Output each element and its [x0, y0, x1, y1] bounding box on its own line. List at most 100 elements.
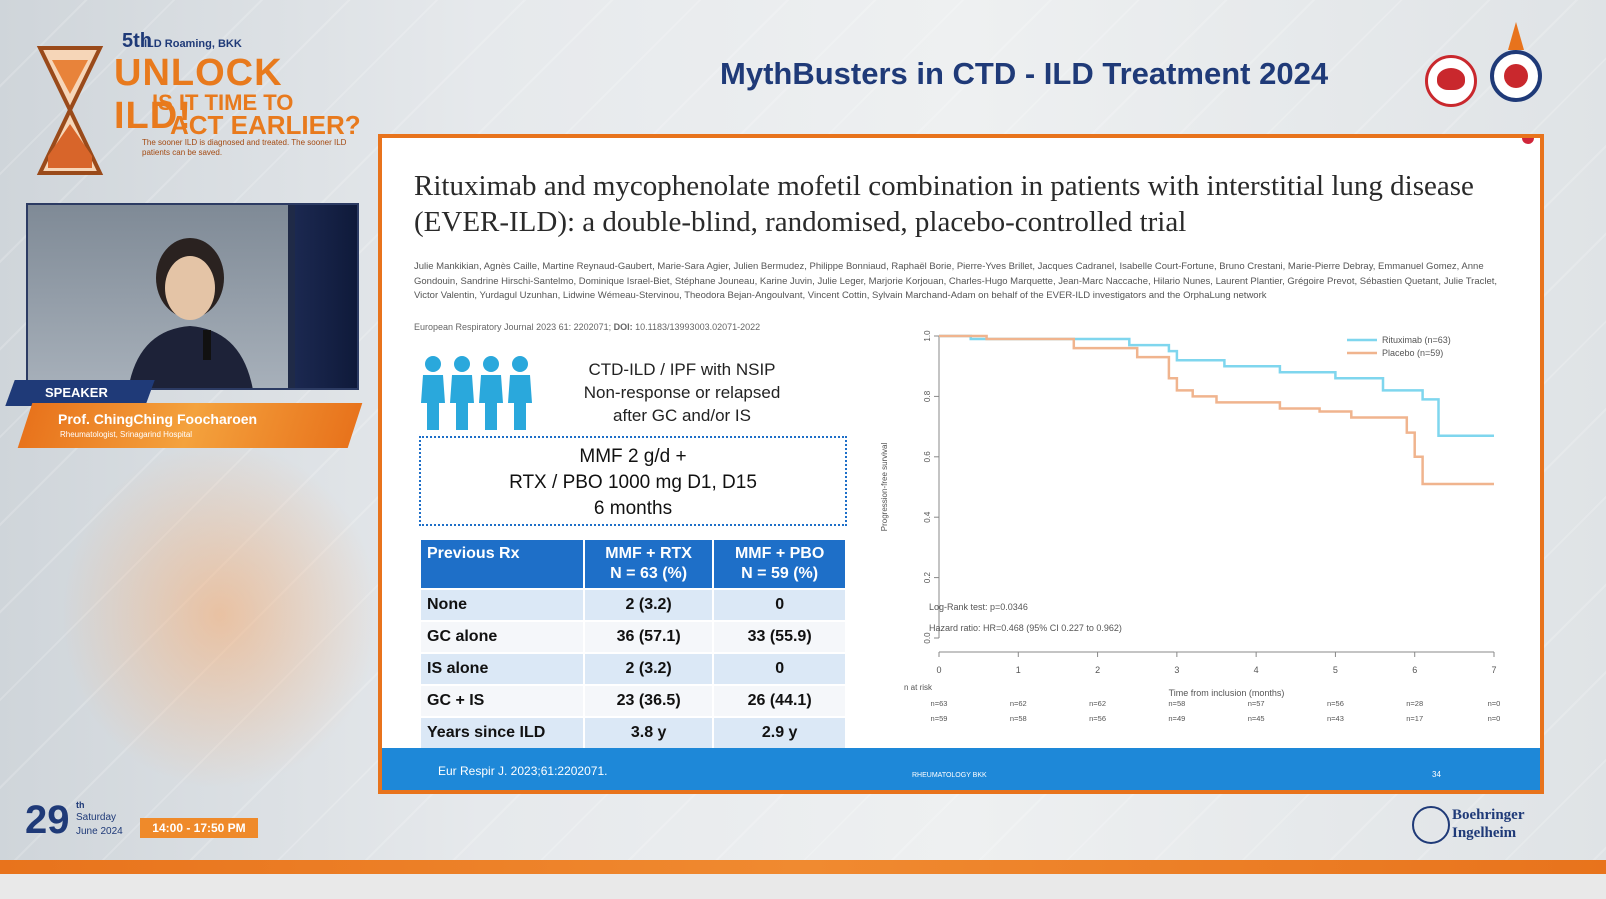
event-date-suffix: th [76, 800, 85, 810]
y-tick-label: 0.4 [923, 511, 932, 523]
regimen-line: MMF 2 g/d + [579, 446, 687, 467]
at-risk-rituximab: n=62 [1010, 699, 1027, 708]
cell-rtx: 23 (36.5) [582, 684, 715, 718]
row-label: IS alone [419, 652, 585, 686]
at-risk-rituximab: n=57 [1248, 699, 1265, 708]
speaker-name: Prof. ChingChing Foocharoen [58, 411, 258, 427]
population-line: Non-response or relapsed [583, 383, 781, 402]
paper-title: Rituximab and mycophenolate mofetil comb… [414, 170, 1474, 238]
footer-page-number: 34 [1432, 770, 1441, 779]
speaker-tag: SPEAKER [45, 385, 108, 400]
event-question-1: IS IT TIME TO [152, 90, 294, 115]
at-risk-placebo: n=56 [1089, 714, 1106, 723]
at-risk-rituximab: n=62 [1089, 699, 1106, 708]
series-line [939, 334, 1494, 486]
population-line: CTD-ILD / IPF with NSIP [588, 360, 776, 379]
row-label: GC alone [419, 620, 585, 654]
at-risk-rituximab: n=58 [1168, 699, 1185, 708]
cell-pbo: 2.9 y [712, 716, 847, 750]
table-row: IS alone 2 (3.2) 0 [419, 652, 847, 686]
society-emblem-icon [1425, 55, 1477, 107]
at-risk-rituximab: n=28 [1406, 699, 1423, 708]
sponsor-logo: Boehringer Ingelheim [1452, 806, 1525, 842]
at-risk-placebo: n=43 [1327, 714, 1344, 723]
event-tagline: The sooner ILD is diagnosed and treated.… [142, 138, 347, 157]
series-line [939, 334, 1494, 437]
at-risk-label: n at risk [904, 683, 933, 692]
column-header: MMF + PBO N = 59 (%) [712, 538, 847, 590]
slide-marker [1522, 138, 1534, 144]
event-title: UNLOCK ILD! [114, 52, 283, 137]
page-title: MythBusters in CTD - ILD Treatment 2024 [720, 56, 1329, 91]
x-tick-label: 4 [1254, 665, 1259, 675]
at-risk-rituximab: n=63 [931, 699, 948, 708]
journal-citation: European Respiratory Journal 2023 61: 22… [414, 322, 612, 332]
x-tick-label: 5 [1333, 665, 1338, 675]
row-label: GC + IS [419, 684, 585, 718]
event-edition: 5th [122, 30, 152, 52]
cell-pbo: 26 (44.1) [712, 684, 847, 718]
table-row: Years since ILD 3.8 y 2.9 y [419, 716, 847, 750]
x-axis-label: Time from inclusion (months) [1169, 688, 1285, 698]
at-risk-placebo: n=58 [1010, 714, 1027, 723]
x-tick-label: 6 [1412, 665, 1417, 675]
event-time: 14:00 - 17:50 PM [140, 818, 258, 838]
at-risk-rituximab: n=56 [1327, 699, 1344, 708]
sponsor-line: Boehringer [1452, 807, 1525, 823]
cell-rtx: 2 (3.2) [582, 652, 715, 686]
event-date-weekday: Saturday [76, 812, 117, 823]
at-risk-placebo: n=0 [1488, 714, 1501, 723]
x-tick-label: 3 [1174, 665, 1179, 675]
x-tick-label: 7 [1491, 665, 1496, 675]
column-header: Previous Rx [419, 538, 585, 590]
x-tick-label: 1 [1016, 665, 1021, 675]
speaker-video [26, 203, 359, 390]
cell-pbo: 0 [712, 652, 847, 686]
event-subtitle: ILD Roaming, BKK [144, 38, 242, 50]
event-date-month: June 2024 [76, 826, 123, 837]
row-label: Years since ILD [419, 716, 585, 750]
at-risk-rituximab: n=0 [1488, 699, 1501, 708]
cell-rtx: 2 (3.2) [582, 588, 715, 622]
previous-treatment-table: Previous Rx MMF + RTX N = 63 (%) MMF + PB… [419, 538, 847, 750]
cell-pbo: 0 [712, 588, 847, 622]
table-row: GC + IS 23 (36.5) 26 (44.1) [419, 684, 847, 718]
y-tick-label: 0.0 [923, 632, 932, 644]
population-criteria: CTD-ILD / IPF with NSIP Non-response or … [562, 358, 802, 427]
at-risk-placebo: n=49 [1168, 714, 1185, 723]
y-axis-label: Progression-free survival [880, 443, 889, 532]
regimen-line: RTX / PBO 1000 mg D1, D15 [509, 472, 757, 493]
x-tick-label: 2 [1095, 665, 1100, 675]
at-risk-placebo: n=17 [1406, 714, 1423, 723]
doi-label: DOI: [613, 322, 633, 332]
legend-label: Rituximab (n=63) [1382, 335, 1451, 345]
y-tick-label: 0.6 [923, 451, 932, 463]
kaplan-meier-chart: 0.0 0.2 0.4 0.6 0.8 1.0 0 1 2 3 4 5 6 7 Progression-fr… [880, 330, 1501, 723]
table-row: None 2 (3.2) 0 [419, 588, 847, 622]
event-logo: 5th ILD Roaming, BKK UNLOCK ILD! IS IT T… [22, 30, 367, 190]
at-risk-placebo: n=59 [931, 714, 948, 723]
chart-annotation: Log-Rank test: p=0.0346 [929, 602, 1028, 612]
footer-brand: RHEUMATOLOGY BKK [912, 772, 987, 779]
chart-annotation: Hazard ratio: HR=0.468 (95% CI 0.227 to … [929, 623, 1122, 633]
at-risk-placebo: n=45 [1248, 714, 1265, 723]
sponsor-logo-icon [1412, 806, 1450, 844]
cell-rtx: 3.8 y [582, 716, 715, 750]
video-curtain [295, 205, 357, 388]
event-question-2: ACT EARLIER? [170, 110, 361, 140]
legend-label: Placebo (n=59) [1382, 348, 1443, 358]
doi-value: 10.1183/13993003.02071-2022 [635, 322, 761, 332]
hourglass-icon [36, 46, 104, 175]
y-tick-label: 0.8 [923, 390, 932, 402]
patients-icon [421, 356, 532, 430]
table-header-row: Previous Rx MMF + RTX N = 63 (%) MMF + PB… [419, 538, 847, 590]
institution-emblem-icon [1490, 22, 1542, 102]
regimen-line: 6 months [593, 498, 673, 519]
y-tick-label: 0.2 [923, 571, 932, 583]
x-tick-label: 0 [936, 665, 941, 675]
event-date-day: 29 [25, 798, 70, 842]
y-tick-label: 1.0 [923, 330, 932, 342]
column-header: MMF + RTX N = 63 (%) [582, 538, 715, 590]
treatment-regimen-box: MMF 2 g/d + RTX / PBO 1000 mg D1, D15 6 … [419, 436, 847, 526]
presentation-slide: Rituximab and mycophenolate mofetil comb… [378, 134, 1544, 794]
